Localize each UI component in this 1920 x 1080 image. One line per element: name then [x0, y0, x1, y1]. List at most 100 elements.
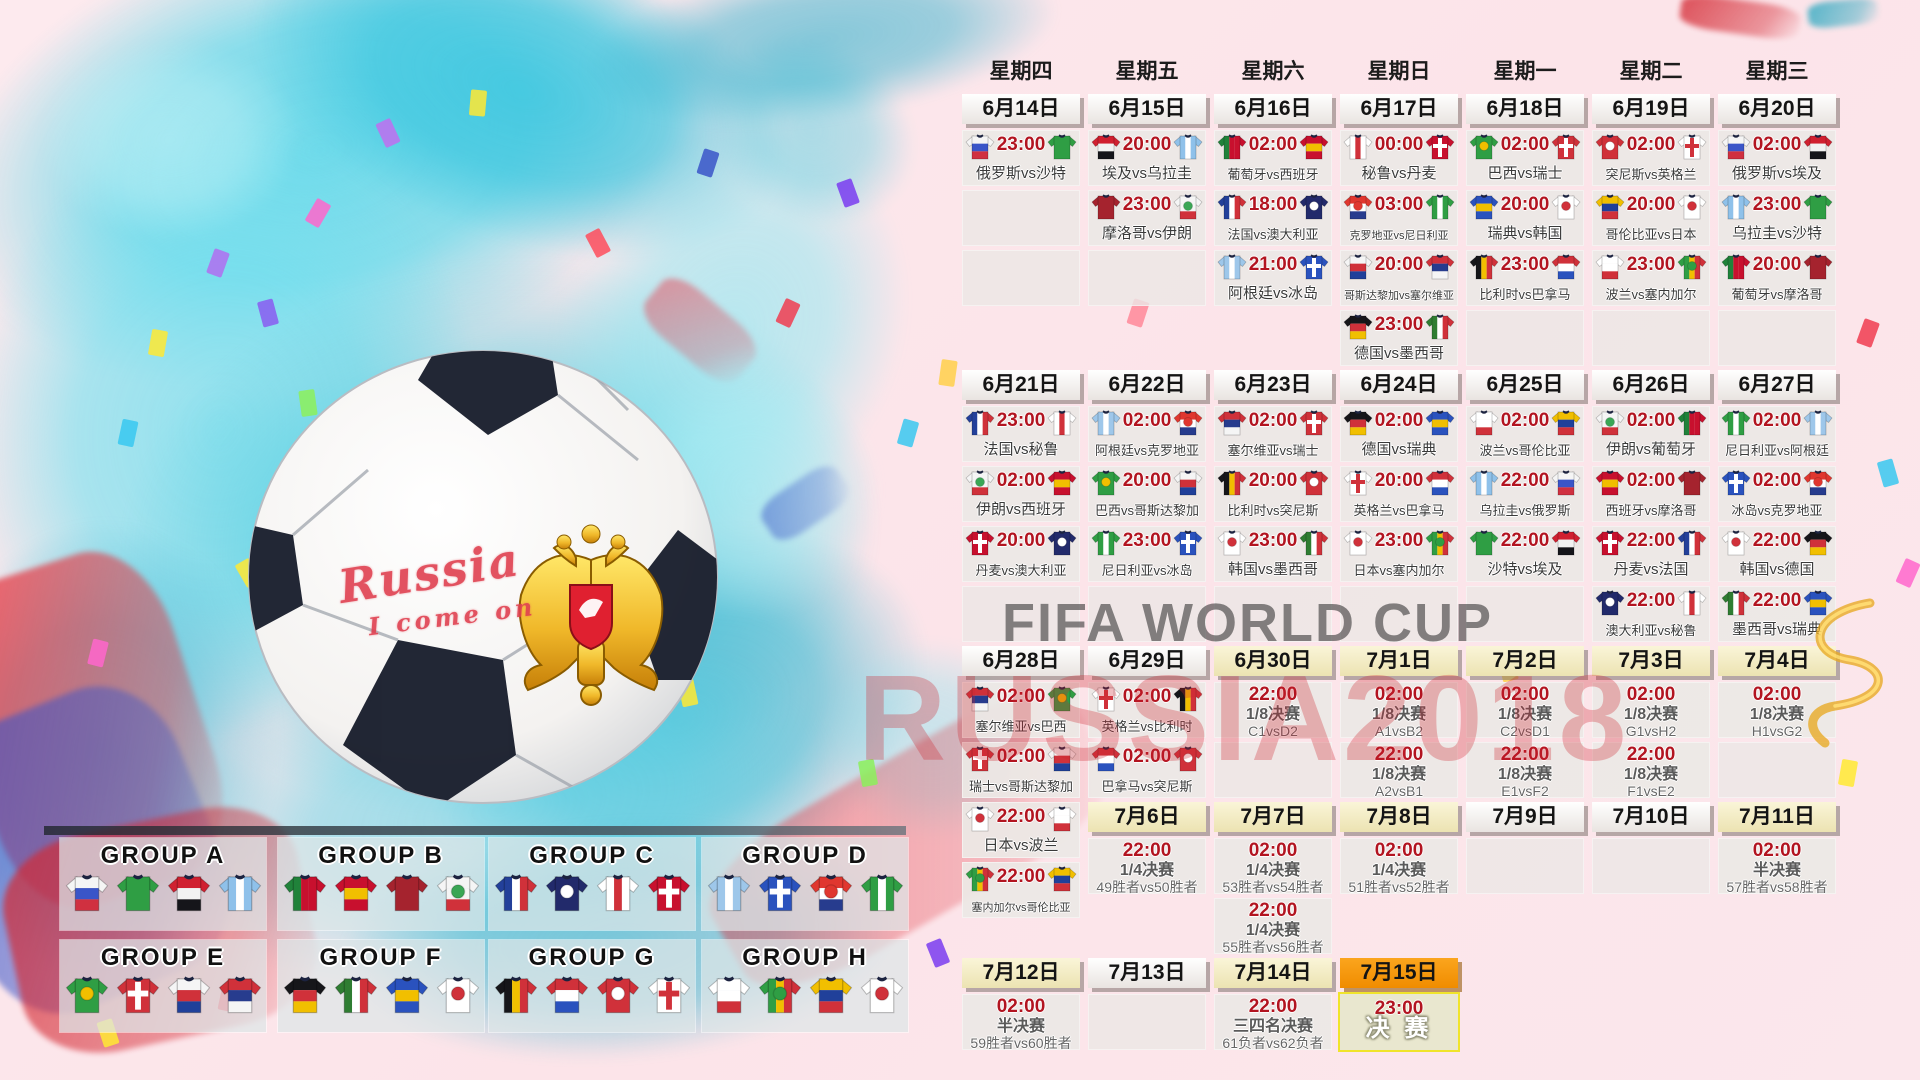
stage-label: 半决赛: [1752, 862, 1801, 879]
knockout-cell: 22:00 1/8决赛 C1vsD2: [1214, 682, 1332, 739]
away-team-jersey-icon: [1803, 529, 1833, 557]
match-time: 02:00: [1626, 134, 1676, 155]
match-cell: 20:00 瑞典vs韩国: [1466, 190, 1584, 246]
home-team-jersey-icon: [965, 685, 995, 713]
match-cell: 02:00 冰岛vs克罗地亚: [1718, 466, 1836, 522]
match-teams-label: 阿根廷vs冰岛: [1227, 285, 1318, 302]
confetti-piece: [1876, 458, 1900, 488]
match-time: 02:00: [1500, 684, 1550, 705]
home-team-jersey-icon: [1343, 193, 1373, 221]
away-team-jersey-icon: [1047, 745, 1077, 773]
match-teams-label: 摩洛哥vs伊朗: [1101, 225, 1192, 242]
empty-schedule-cell: [1718, 310, 1836, 366]
soccer-ball-illustration: Russia I come on: [248, 350, 718, 805]
group-title: GROUP D: [742, 842, 868, 869]
match-time: 02:00: [1374, 840, 1424, 861]
match-cell: 22:00 沙特vs埃及: [1466, 526, 1584, 582]
match-time: 23:00: [1374, 314, 1424, 335]
empty-schedule-cell: [962, 250, 1080, 306]
match-time: 02:00: [996, 470, 1046, 491]
away-team-jersey-icon: [1425, 313, 1455, 341]
match-time: 02:00: [1248, 840, 1298, 861]
stage-label: 1/8决赛: [1497, 706, 1553, 723]
match-cell: 18:00 法国vs澳大利亚: [1214, 190, 1332, 246]
knockout-teams-label: G1vsH2: [1625, 723, 1677, 739]
date-header: 6月21日: [962, 370, 1080, 400]
match-teams-label: 塞尔维亚vs巴西: [975, 719, 1067, 734]
match-teams-label: 波兰vs哥伦比亚: [1479, 443, 1571, 458]
match-time: 22:00: [1248, 996, 1298, 1017]
match-teams-label: 塞内加尔vs哥伦比亚: [971, 902, 1071, 914]
away-team-jersey-icon: [1677, 469, 1707, 497]
away-team-jersey-icon: [1677, 253, 1707, 281]
serbia-jersey-icon: [218, 974, 262, 1016]
date-header: 7月10日: [1592, 802, 1710, 832]
stage-label: 1/8决赛: [1497, 766, 1553, 783]
match-time: 20:00: [1626, 194, 1676, 215]
group-title: GROUP B: [318, 842, 444, 869]
match-time: 02:00: [1374, 684, 1424, 705]
match-cell: 02:00 葡萄牙vs西班牙: [1214, 130, 1332, 186]
date-header: 7月15日: [1340, 958, 1458, 988]
knockout-teams-label: C1vsD2: [1248, 723, 1298, 739]
match-teams-label: 丹麦vs澳大利亚: [975, 563, 1067, 578]
date-header: 7月4日: [1718, 646, 1836, 676]
knockout-teams-label: A1vsB2: [1374, 723, 1424, 739]
match-time: 23:00: [1122, 530, 1172, 551]
match-time: 02:00: [1500, 410, 1550, 431]
match-teams-label: 秘鲁vs丹麦: [1361, 165, 1437, 182]
date-header: 6月23日: [1214, 370, 1332, 400]
home-team-jersey-icon: [1343, 469, 1373, 497]
match-teams-label: 尼日利亚vs阿根廷: [1724, 443, 1829, 458]
date-header: 7月3日: [1592, 646, 1710, 676]
morocco-jersey-icon: [385, 872, 429, 914]
group-box-h: GROUP H: [702, 940, 908, 1032]
away-team-jersey-icon: [1173, 685, 1203, 713]
knockout-cell: 02:00 半决赛 59胜者vs60胜者: [962, 994, 1080, 1051]
match-cell: 23:00 比利时vs巴拿马: [1466, 250, 1584, 306]
knockout-teams-label: E1vsF2: [1501, 783, 1549, 799]
cyan-paint-splash: [40, 40, 300, 240]
away-team-jersey-icon: [1677, 193, 1707, 221]
match-time: 02:00: [1500, 134, 1550, 155]
away-team-jersey-icon: [1173, 529, 1203, 557]
match-time: 22:00: [1248, 684, 1298, 705]
away-team-jersey-icon: [1803, 133, 1833, 161]
layout-gap: [962, 922, 1080, 958]
home-team-jersey-icon: [1721, 193, 1751, 221]
match-time: 22:00: [1626, 744, 1676, 765]
iceland-jersey-icon: [758, 872, 802, 914]
away-team-jersey-icon: [1551, 409, 1581, 437]
match-teams-label: 哥斯达黎加vs塞尔维亚: [1344, 290, 1454, 302]
away-team-jersey-icon: [1047, 529, 1077, 557]
match-cell: 02:00 伊朗vs葡萄牙: [1592, 406, 1710, 462]
knockout-teams-label: 51胜者vs52胜者: [1348, 879, 1450, 895]
home-team-jersey-icon: [1595, 529, 1625, 557]
match-teams-label: 墨西哥vs瑞典: [1731, 621, 1822, 638]
england-jersey-icon: [647, 974, 691, 1016]
group-title: GROUP F: [319, 944, 443, 971]
match-teams-label: 德国vs墨西哥: [1353, 345, 1444, 362]
weekday-label: 星期六: [1241, 60, 1305, 83]
match-time: 21:00: [1248, 254, 1298, 275]
home-team-jersey-icon: [1091, 685, 1121, 713]
match-time: 20:00: [1122, 470, 1172, 491]
away-team-jersey-icon: [1803, 409, 1833, 437]
match-cell: 20:00 埃及vs乌拉圭: [1088, 130, 1206, 186]
match-time: 02:00: [1374, 410, 1424, 431]
group-team-jerseys: [489, 872, 695, 914]
away-team-jersey-icon: [1047, 805, 1077, 833]
away-team-jersey-icon: [1047, 685, 1077, 713]
stage-label: 半决赛: [996, 1018, 1045, 1035]
match-time: 23:00: [1374, 530, 1424, 551]
france-jersey-icon: [494, 872, 538, 914]
date-header: 7月6日: [1088, 802, 1206, 832]
away-team-jersey-icon: [1551, 529, 1581, 557]
match-cell: 23:00 波兰vs塞内加尔: [1592, 250, 1710, 306]
date-header: 6月20日: [1718, 94, 1836, 124]
group-box-a: GROUP A: [60, 838, 266, 930]
match-time: 23:00: [1626, 254, 1676, 275]
australia-jersey-icon: [545, 872, 589, 914]
date-header: 7月8日: [1340, 802, 1458, 832]
group-box-d: GROUP D: [702, 838, 908, 930]
